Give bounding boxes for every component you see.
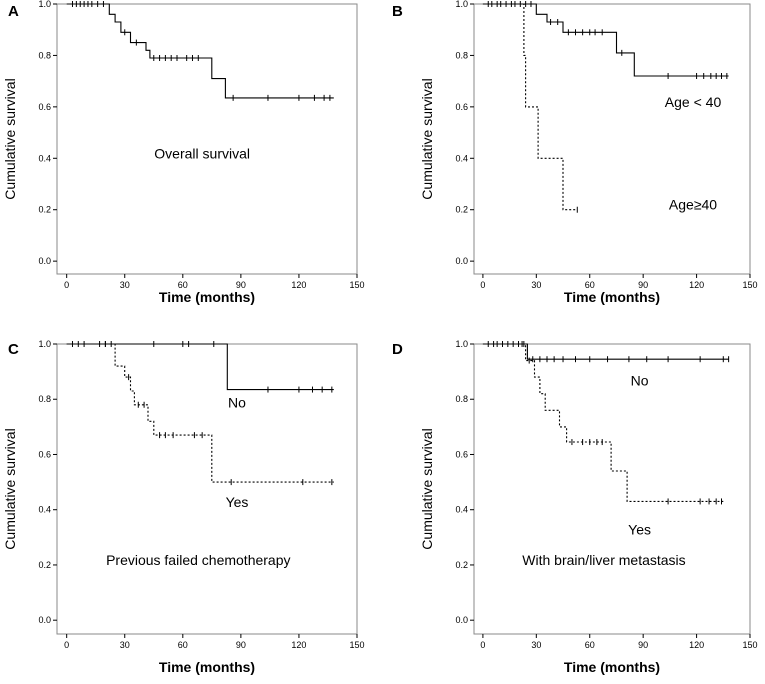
y-tick-label: 0.6 [38,102,51,112]
annotation-previous-failed-chemotherapy: Previous failed chemotherapy [106,552,290,568]
x-tick-label: 150 [349,640,364,650]
panel-b: B 0.0 0.2 0.4 0.6 0.8 1.0 0 30 60 90 120 150 Time (mo… [392,0,758,305]
y-tick-label: 0.0 [38,615,51,625]
panel-a: A 0.0 0.2 0.4 0.6 0.8 1.0 0 30 60 90 120 150 Time (mo… [2,0,365,305]
y-tick-label: 0.2 [455,205,468,215]
y-tick-label: 0.8 [455,50,468,60]
panel-label: C [8,341,19,358]
x-tick-label: 30 [120,280,130,290]
x-tick-label: 120 [689,280,704,290]
x-axis-label: Time (months) [159,289,255,305]
y-tick-label: 0.0 [38,256,51,266]
y-tick-label: 0.2 [455,560,468,570]
annotation-no: No [228,395,246,411]
y-axis-label: Cumulative survival [2,78,18,199]
y-tick-label: 0.8 [455,394,468,404]
y-tick-label: 1.0 [38,0,51,9]
km-curve-overall-survival [66,3,334,99]
x-tick-label: 30 [120,640,130,650]
annotation-no: No [631,372,649,388]
annotation-overall-survival: Overall survival [154,145,250,161]
x-tick-label: 30 [531,640,541,650]
y-axis-label: Cumulative survival [419,428,435,549]
x-tick-label: 60 [585,640,595,650]
x-axis-label: Time (months) [564,289,660,305]
y-tick-label: 1.0 [455,0,468,9]
x-tick-label: 0 [64,280,69,290]
y-tick-label: 0.0 [455,256,468,266]
y-tick-label: 0.8 [38,394,51,404]
annotation-with-brain-liver-metastasis: With brain/liver metastasis [522,552,685,568]
y-tick-label: 0.6 [38,449,51,459]
x-axis-label: Time (months) [564,659,660,675]
x-tick-label: 60 [585,280,595,290]
panel-c: C 0.0 0.2 0.4 0.6 0.8 1.0 0 30 60 90 120 150 Time (mo… [2,339,365,675]
x-tick-label: 150 [742,280,757,290]
y-tick-label: 0.2 [38,560,51,570]
x-tick-label: 0 [64,640,69,650]
x-tick-label: 120 [689,640,704,650]
panel-label: B [392,3,403,20]
x-tick-label: 120 [291,640,306,650]
x-tick-label: 90 [236,280,246,290]
km-curve-no [482,343,729,360]
annotation-age-40: Age < 40 [665,94,722,110]
y-tick-label: 0.4 [455,153,468,163]
y-tick-label: 0.4 [38,153,51,163]
km-curve-yes [482,343,724,502]
panel-d: D 0.0 0.2 0.4 0.6 0.8 1.0 0 30 60 90 120 150 Time (mo… [392,339,758,675]
x-tick-label: 30 [531,280,541,290]
x-tick-label: 60 [178,280,188,290]
x-tick-label: 150 [742,640,757,650]
annotation-yes: Yes [628,522,651,538]
y-tick-label: 1.0 [38,339,51,349]
y-tick-label: 0.0 [455,615,468,625]
y-axis-label: Cumulative survival [419,78,435,199]
panel-label: A [8,3,19,20]
y-axis-label: Cumulative survival [2,428,18,549]
x-tick-label: 90 [236,640,246,650]
annotation-age-40: Age≥40 [669,197,717,213]
y-tick-label: 0.4 [38,505,51,515]
x-tick-label: 150 [349,280,364,290]
plot-frame [473,3,751,275]
y-tick-label: 0.6 [455,449,468,459]
km-curve-age-40 [482,3,729,77]
annotation-yes: Yes [226,494,249,510]
y-tick-label: 0.4 [455,505,468,515]
x-tick-label: 90 [638,280,648,290]
plot-frame [56,3,358,275]
x-tick-label: 0 [480,640,485,650]
km-curve-age-40 [482,3,578,211]
y-tick-label: 1.0 [455,339,468,349]
km-curve-yes [66,343,334,483]
x-axis-label: Time (months) [159,659,255,675]
x-tick-label: 0 [480,280,485,290]
panel-label: D [392,341,403,358]
x-tick-label: 120 [291,280,306,290]
km-curve-no [66,343,334,391]
x-tick-label: 60 [178,640,188,650]
y-tick-label: 0.6 [455,102,468,112]
y-tick-label: 0.2 [38,205,51,215]
y-tick-label: 0.8 [38,50,51,60]
plot-frame [473,343,751,635]
x-tick-label: 90 [638,640,648,650]
